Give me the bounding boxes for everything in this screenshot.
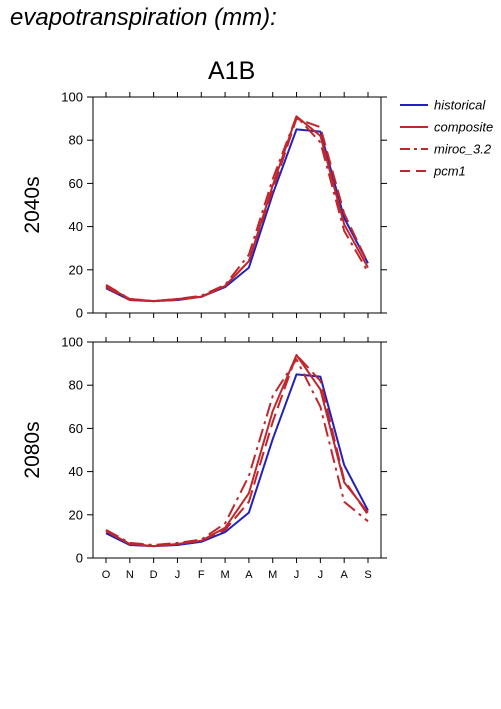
x-tick-label: S [364,569,371,581]
y-tick-label: 0 [76,551,83,566]
scenario-title: A1B [208,57,256,85]
x-tick-label: D [150,569,158,581]
page-title: evapotranspiration (mm): [10,4,277,31]
x-tick-label: M [268,569,277,581]
x-tick-label: A [245,569,253,581]
x-tick-label: J [294,569,300,581]
row-label: 2040s [21,176,44,233]
y-tick-label: 80 [69,378,83,393]
x-tick-label: F [198,569,205,581]
legend-label-composite: composite [434,120,493,135]
series-line-pcm1 [105,117,369,303]
series-line-pcm1 [105,354,369,548]
plot-frame [92,96,382,314]
series-line-miroc-3-2 [105,358,369,546]
x-tick-label: J [318,569,324,581]
series-line-composite [105,354,369,548]
y-tick-label: 20 [69,507,83,522]
series-line-historical [105,373,369,548]
x-tick-label: O [102,569,111,581]
legend-label-miroc-3-2: miroc_3.2 [434,142,492,157]
legend-label-pcm1: pcm1 [433,164,466,179]
y-tick-label: 60 [69,421,83,436]
x-tick-label: J [175,569,181,581]
y-tick-label: 100 [61,90,83,105]
plot-frame [92,341,382,559]
y-tick-label: 0 [76,306,83,321]
y-tick-label: 80 [69,133,83,148]
x-tick-label: M [221,569,230,581]
y-tick-label: 60 [69,176,83,191]
y-tick-label: 40 [69,219,83,234]
x-tick-label: A [341,569,349,581]
legend-label-historical: historical [434,98,486,113]
y-tick-label: 40 [69,464,83,479]
y-tick-label: 20 [69,262,83,277]
x-tick-label: N [126,569,134,581]
row-label: 2080s [21,421,44,478]
y-tick-label: 100 [61,335,83,350]
